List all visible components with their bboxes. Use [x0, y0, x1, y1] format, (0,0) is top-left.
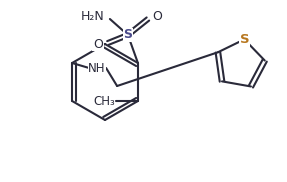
Text: O: O	[152, 11, 162, 23]
Text: CH₃: CH₃	[93, 94, 115, 108]
Text: H₂N: H₂N	[81, 9, 105, 23]
Text: S: S	[123, 29, 132, 41]
Text: NH: NH	[88, 62, 106, 74]
Text: O: O	[93, 37, 103, 50]
Text: S: S	[240, 33, 249, 46]
